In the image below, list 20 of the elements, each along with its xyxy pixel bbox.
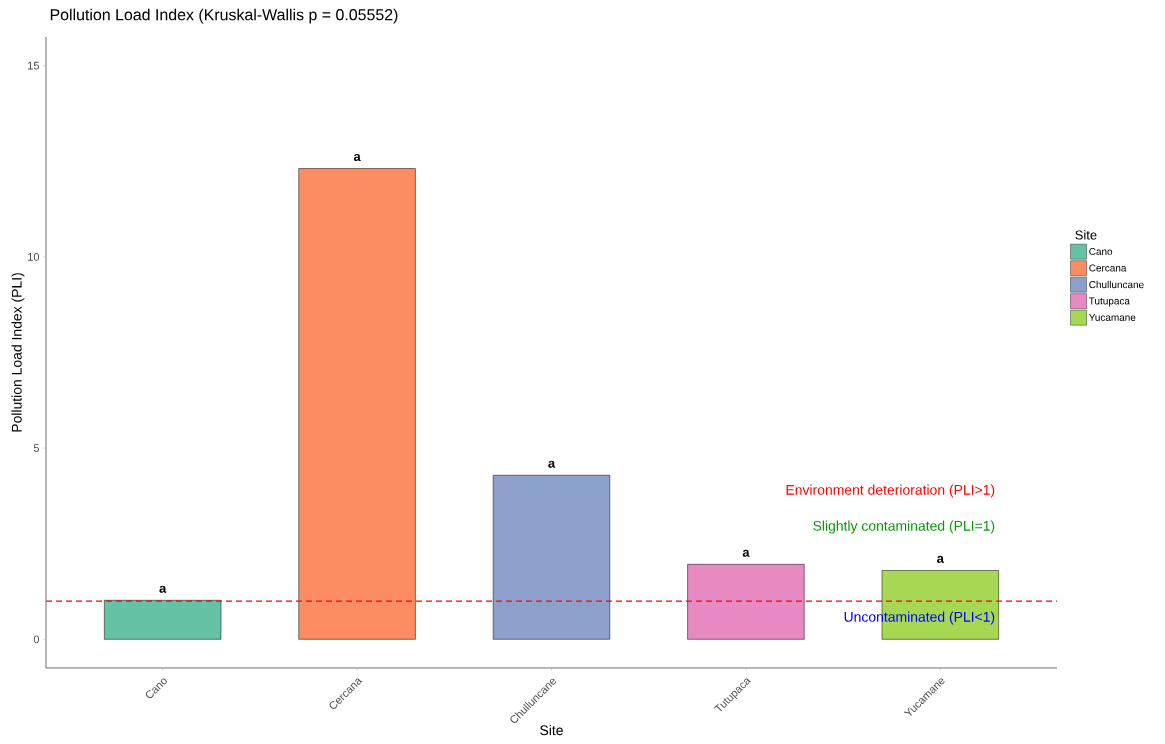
legend-label: Chulluncane <box>1089 280 1144 289</box>
y-tick-label: 15 <box>28 61 40 70</box>
legend-title: Site <box>1075 230 1097 240</box>
legend-label: Cercana <box>1089 264 1127 272</box>
legend-label: Yucamane <box>1088 314 1136 321</box>
annotation: a <box>937 555 945 563</box>
annotation: Slightly contaminated (PLI=1) <box>813 520 995 534</box>
legend-label: Cano <box>1089 247 1113 256</box>
y-tick-label: 0 <box>33 635 40 644</box>
annotation: a <box>742 549 750 557</box>
legend-label: Tutupaca <box>1088 297 1130 307</box>
y-tick-label: 5 <box>33 444 40 452</box>
annotation: Environment deterioration (PLI>1) <box>786 484 995 498</box>
y-tick-label: 10 <box>28 253 40 261</box>
x-axis-title: Site <box>540 724 563 736</box>
chart-title: Pollution Load Index (Kruskal-Wallis p = 0.05552) <box>50 8 398 24</box>
annotation: a <box>548 460 556 468</box>
annotation: a <box>159 585 167 593</box>
y-axis-title: Pollution Load Index (PLI) <box>11 273 25 432</box>
annotation: a <box>353 153 361 162</box>
